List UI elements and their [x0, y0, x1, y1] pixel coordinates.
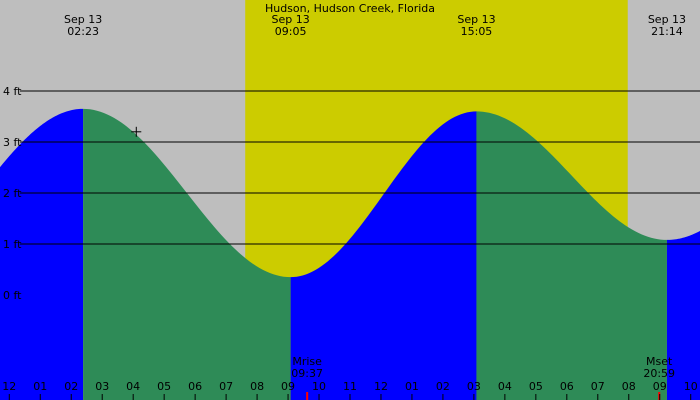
x-axis-ticks: 1112010203040506070809101112010203040506…: [2, 380, 698, 400]
x-tick-label: 06: [188, 380, 202, 393]
x-tick-label: 03: [95, 380, 109, 393]
falling-tide-area: [83, 108, 291, 400]
falling-tide-area: [476, 111, 667, 400]
x-tick-label: 02: [436, 380, 450, 393]
x-tick-label: 07: [591, 380, 605, 393]
rising-tide-area: [666, 230, 700, 400]
x-tick-label: 01: [405, 380, 419, 393]
chart-title: Hudson, Hudson Creek, Florida: [265, 2, 435, 15]
tide-event-time: 15:05: [461, 25, 493, 38]
x-tick-label: 11: [343, 380, 357, 393]
x-tick-label: 06: [560, 380, 574, 393]
x-tick-label: 05: [529, 380, 543, 393]
tide-event-date: Sep 13: [648, 13, 686, 26]
y-tick-label: 0 ft: [3, 289, 22, 302]
x-tick-label: 01: [33, 380, 47, 393]
x-tick-label: 09: [281, 380, 295, 393]
rising-tide-area: [0, 108, 84, 400]
x-tick-label: 03: [467, 380, 481, 393]
rising-tide-area: [290, 111, 477, 400]
tide-event-time: 02:23: [67, 25, 99, 38]
grid-lines: [20, 90, 700, 245]
crosshair-marker: [131, 126, 142, 137]
tide-event-time: 21:14: [651, 25, 683, 38]
y-tick-label: 4 ft: [3, 85, 22, 98]
x-tick-label: 05: [157, 380, 171, 393]
x-tick-label: 04: [126, 380, 140, 393]
x-tick-label: 12: [2, 380, 16, 393]
y-tick-label: 3 ft: [3, 136, 22, 149]
y-axis-labels: 4 ft 3 ft 2 ft 1 ft 0 ft: [3, 85, 22, 302]
x-tick-label: 02: [64, 380, 78, 393]
tide-event-date: Sep 13: [272, 13, 310, 26]
y-tick-label: 1 ft: [3, 238, 22, 251]
moon-event-label: Mrise: [292, 355, 322, 368]
tide-event-time: 09:05: [275, 25, 307, 38]
tide-areas: [0, 108, 700, 400]
moon-event-label: Mset: [646, 355, 673, 368]
x-tick-label: 04: [498, 380, 512, 393]
x-tick-label: 07: [219, 380, 233, 393]
moon-event-time: 09:37: [291, 367, 323, 380]
x-tick-label: 10: [312, 380, 326, 393]
tide-event-date: Sep 13: [64, 13, 102, 26]
x-tick-label: 08: [622, 380, 636, 393]
y-tick-label: 2 ft: [3, 187, 22, 200]
x-tick-label: 12: [374, 380, 388, 393]
x-tick-label: 10: [684, 380, 698, 393]
x-tick-label: 09: [653, 380, 667, 393]
moon-event-time: 20:59: [643, 367, 675, 380]
x-tick-label: 08: [250, 380, 264, 393]
tide-event-date: Sep 13: [457, 13, 495, 26]
